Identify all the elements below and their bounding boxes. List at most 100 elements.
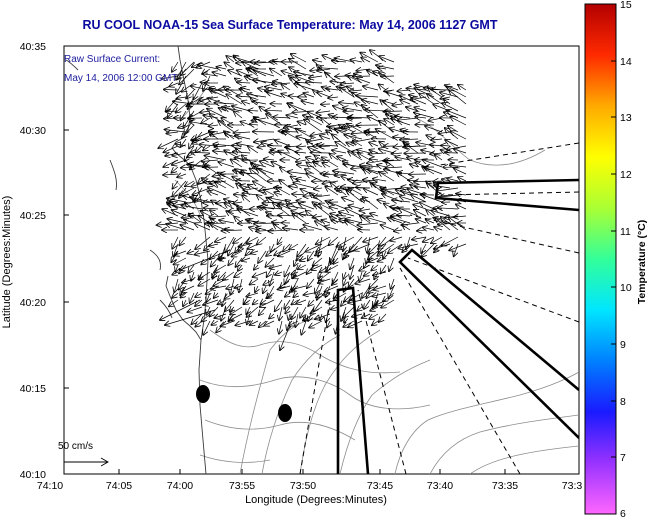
current-vector [424,167,443,175]
current-vector [285,293,290,297]
current-vector [378,258,387,262]
current-vector [367,217,387,224]
current-vector [180,110,187,120]
current-vector [332,278,339,285]
current-vector [184,220,195,223]
current-vector [404,143,419,154]
current-vector [285,306,290,313]
current-vector [313,257,323,266]
current-vector [313,60,323,62]
current-vector [369,153,387,154]
colorbar-tick-label: 10 [620,282,632,294]
colorbar-tick-label: 13 [620,112,632,124]
current-vector [343,306,355,318]
current-vector [232,146,243,147]
current-vector [214,293,218,298]
x-tick-label: 73:45 [367,480,393,492]
colorbar-tick-label: 7 [620,452,626,464]
current-vector [218,162,235,168]
current-vector [248,146,259,154]
current-vector [210,210,219,217]
colorbar-tick-label: 12 [620,169,632,181]
current-vector [218,178,235,189]
current-vector [370,159,379,160]
current-vector [313,195,331,197]
current-vector [215,236,227,242]
current-vector [379,56,395,63]
current-vector [273,224,283,231]
current-vector [372,293,387,296]
current-vector [364,299,371,309]
current-vector [214,314,227,318]
current-vector [343,111,355,112]
current-vector [166,132,179,134]
scale-arrow [64,457,109,467]
current-vector [332,134,347,147]
current-vector [362,105,379,119]
current-vector [213,72,227,76]
current-vector [158,138,179,148]
current-vector [263,285,266,293]
current-vector [278,250,291,256]
current-vector [304,120,323,133]
current-vector [169,299,179,306]
current-vector [300,258,307,261]
current-vector [343,108,363,111]
current-vector [372,321,379,325]
current-vector [173,180,179,189]
current-vector [228,257,235,265]
current-vector [306,243,323,252]
current-vector [373,179,387,181]
current-vector [392,200,411,202]
current-vector [229,313,243,320]
current-vector [343,271,346,279]
current-vector [172,153,187,156]
current-vector [369,142,379,146]
current-vector [363,236,379,242]
current-vector [402,225,411,231]
current-vector [315,313,331,319]
current-vector [207,292,211,302]
x-tick-label: 74:00 [167,480,193,492]
current-vector [313,162,323,168]
current-vector [434,243,451,249]
current-vector [214,264,227,272]
current-vector [391,278,394,289]
current-vector [287,103,307,112]
current-vector [325,264,339,272]
y-tick-label: 40:20 [20,297,46,309]
current-vector [241,122,251,125]
current-vector [195,194,203,202]
map-title: RU COOL NOAA-15 Sea Surface Temperature:… [82,18,498,32]
current-vector [182,279,195,283]
current-vector [195,299,203,306]
current-vector [250,124,259,125]
current-vector [281,84,291,91]
current-vector [186,89,195,98]
current-vector [226,94,243,105]
current-vector [308,250,315,261]
current-vector [309,320,323,328]
current-vector [335,76,347,77]
current-vector [203,146,211,151]
current-vector [402,243,411,252]
current-vector [348,151,363,161]
current-vector [167,198,187,203]
current-vector [379,313,387,322]
current-vector [385,160,395,168]
current-vector [279,306,282,320]
current-vector [420,202,435,210]
current-vector [294,84,315,91]
current-vector [250,169,267,182]
current-vector [209,216,227,217]
current-vector [315,251,323,256]
current-vector [221,306,227,321]
current-vector [209,89,227,98]
current-vector [294,257,298,266]
current-vector [180,138,187,147]
x-tick-label: 73:40 [427,480,453,492]
y-axis-label: Latitude (Degrees:Minutes) [1,196,13,329]
current-vector [377,243,395,256]
current-vector [246,293,259,297]
current-vector [198,271,211,279]
